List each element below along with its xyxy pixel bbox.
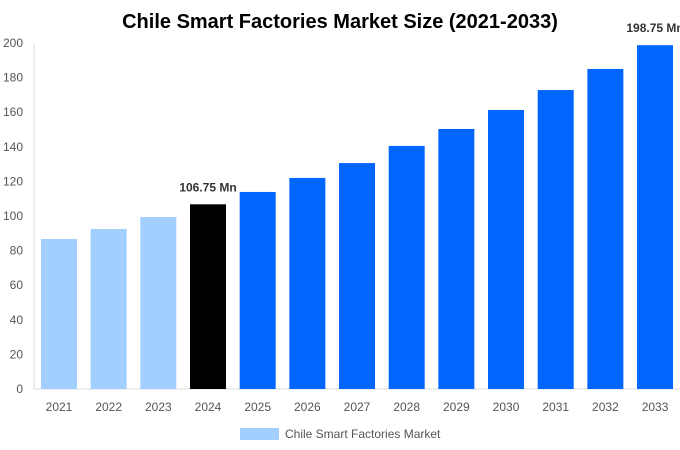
bar-2031 [537,90,574,389]
bar-2025 [239,191,276,389]
x-tick-label: 2023 [145,400,172,414]
bar-2021 [41,239,77,389]
legend-label: Chile Smart Factories Market [285,427,441,441]
y-tick-label: 160 [3,105,23,119]
x-tick-label: 2024 [195,400,222,414]
x-tick-label: 2026 [294,400,321,414]
y-tick-label: 200 [3,36,23,50]
x-tick-label: 2028 [393,400,420,414]
bar-2033 [637,45,674,389]
bar-2029 [438,128,475,389]
y-tick-label: 140 [3,140,23,154]
x-tick-label: 2031 [542,400,569,414]
y-tick-label: 120 [3,174,23,188]
x-tick-label: 2022 [95,400,122,414]
bar-2026 [289,177,326,389]
y-tick-label: 180 [3,71,23,85]
x-tick-label: 2033 [642,400,669,414]
data-label-2024: 106.75 Mn [179,180,236,194]
bar-2030 [488,109,525,390]
y-tick-label: 20 [10,347,24,361]
bar-2022 [90,228,127,389]
x-tick-label: 2021 [46,400,73,414]
bar-2027 [339,163,376,389]
legend-swatch [240,428,279,440]
x-tick-label: 2030 [493,400,520,414]
x-tick-label: 2025 [244,400,271,414]
legend: Chile Smart Factories Market [240,427,441,441]
bar-2023 [140,217,177,389]
bar-2028 [388,145,425,389]
x-tick-label: 2032 [592,400,619,414]
y-tick-label: 0 [16,382,23,396]
y-tick-label: 100 [3,209,23,223]
bar-2032 [587,68,624,389]
y-tick-label: 40 [10,313,24,327]
y-tick-label: 60 [10,278,24,292]
bar-2024 [190,204,227,389]
x-tick-label: 2029 [443,400,470,414]
x-tick-label: 2027 [344,400,371,414]
chart-title: Chile Smart Factories Market Size (2021-… [122,11,558,33]
y-tick-label: 80 [10,244,24,258]
data-label-2033: 198.75 Mn [626,21,680,35]
